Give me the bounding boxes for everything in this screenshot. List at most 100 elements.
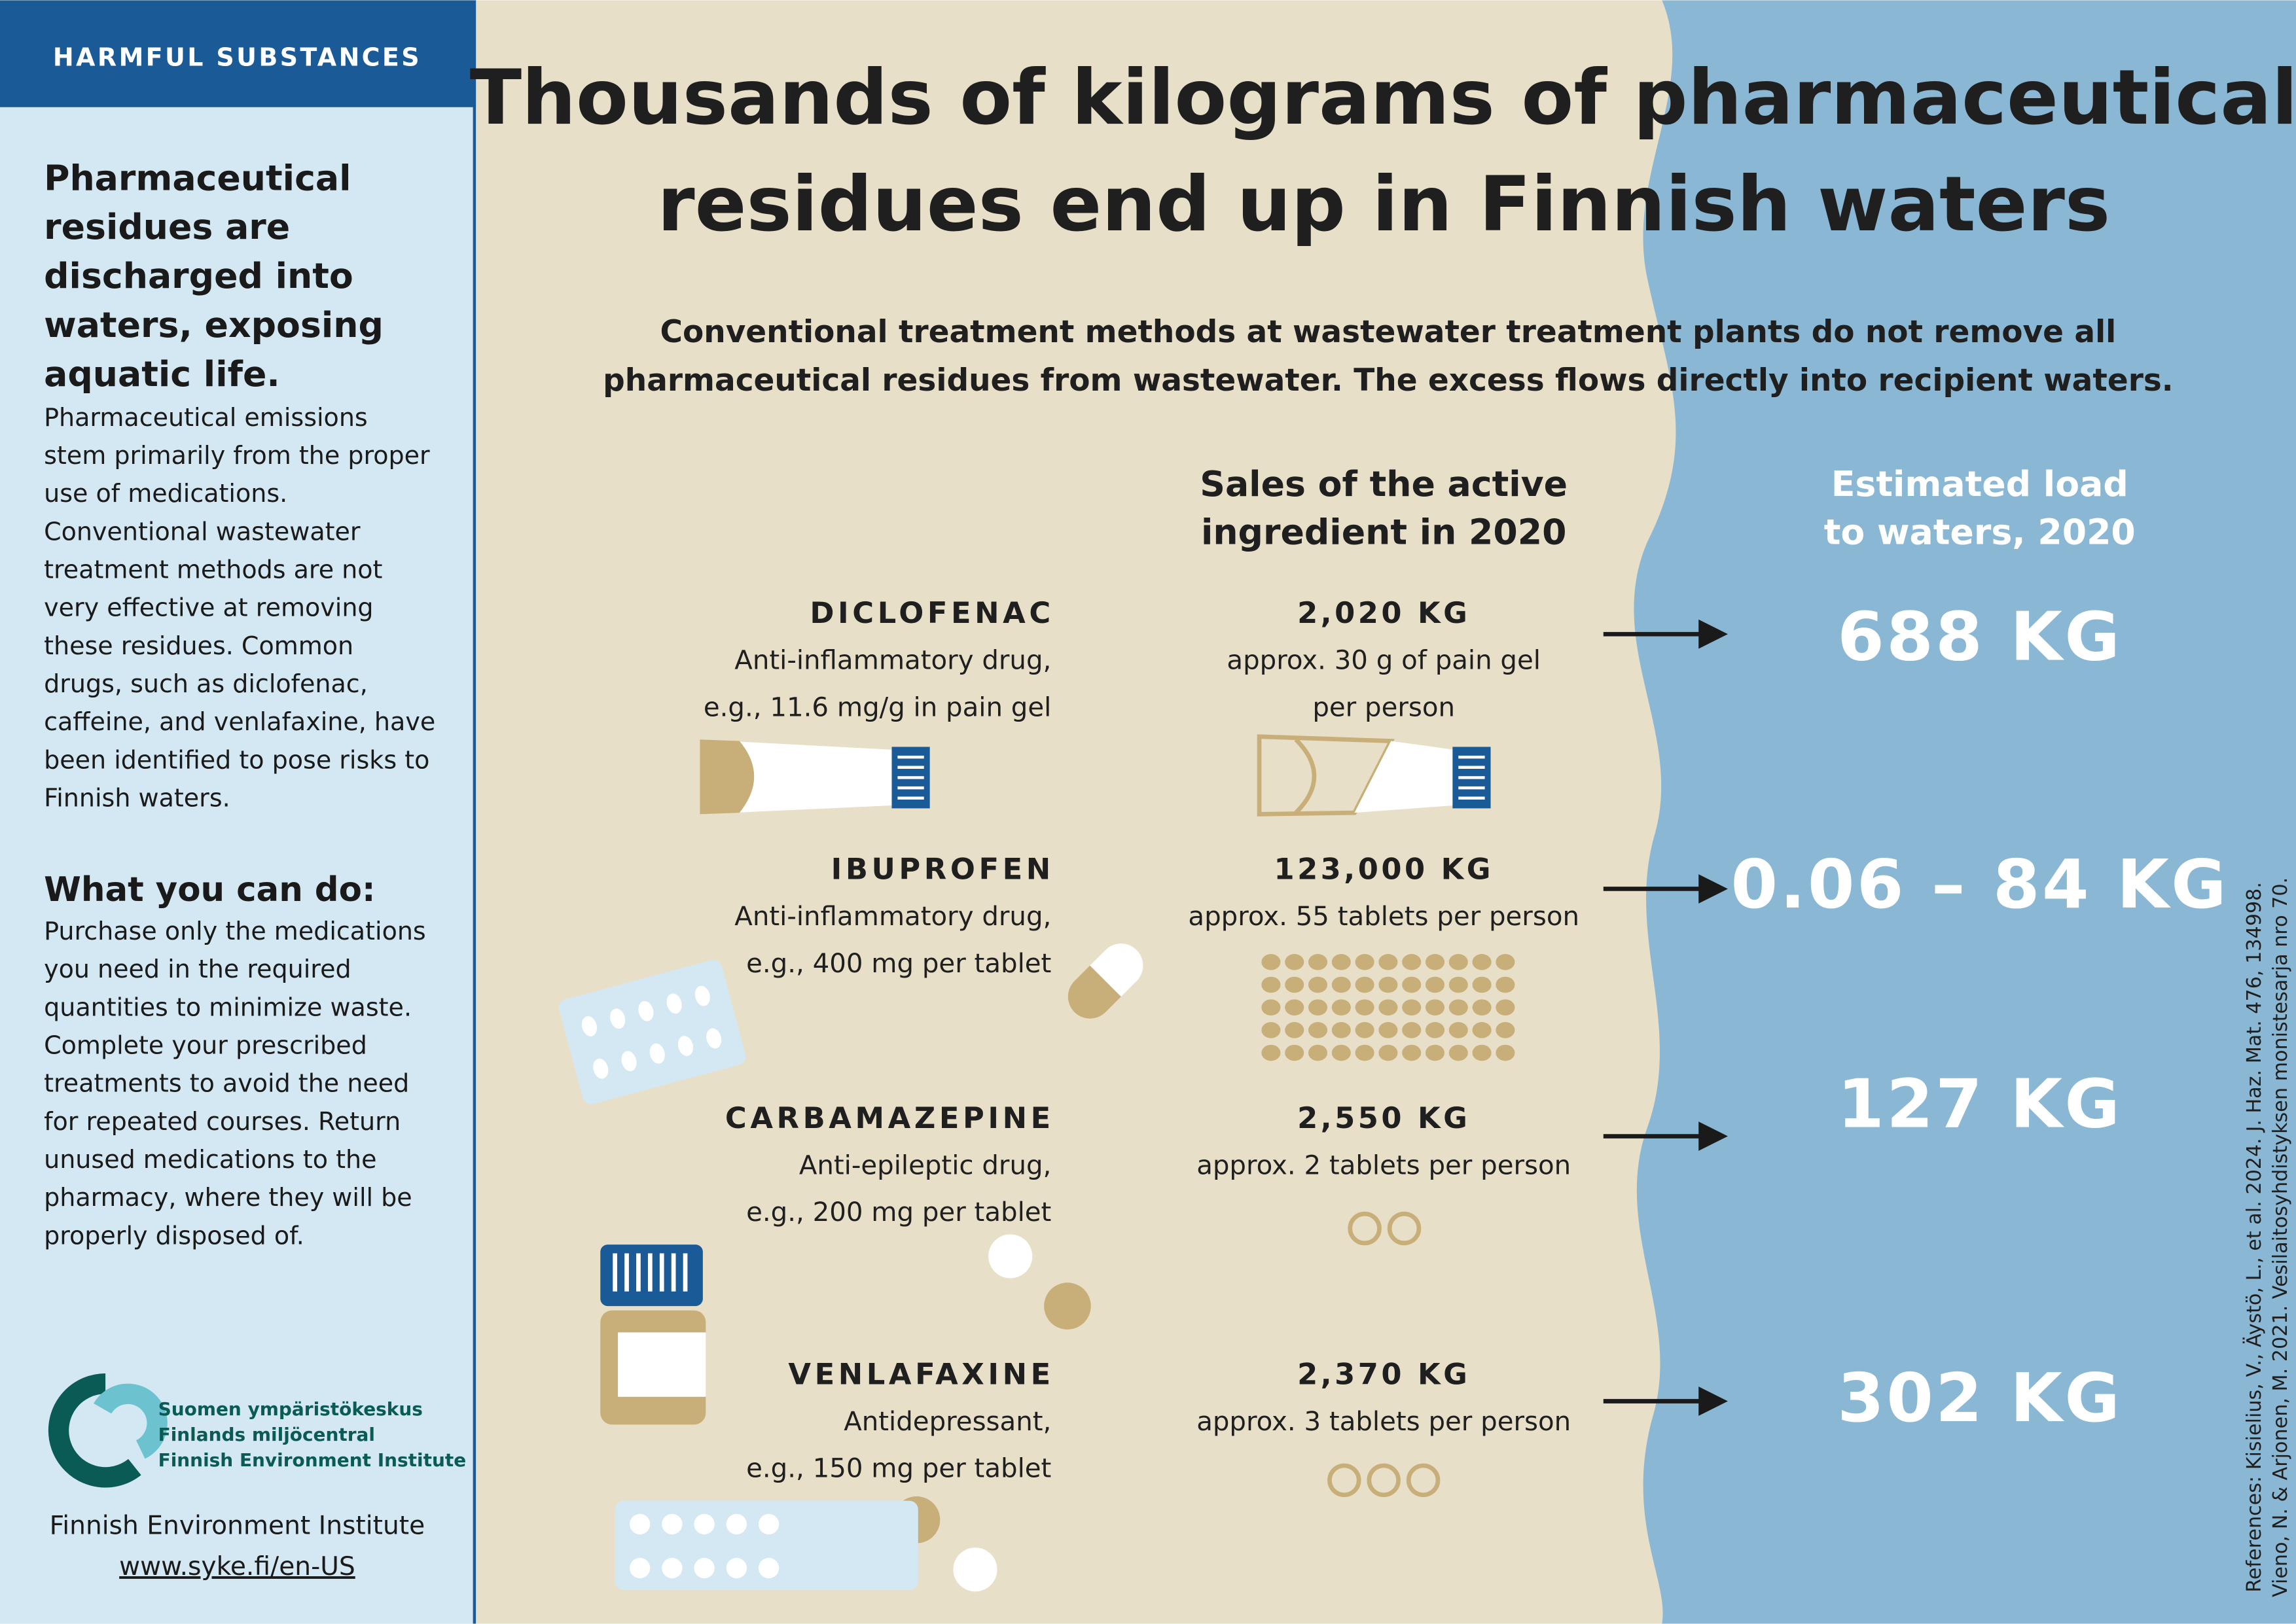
sidebar-body: very effective at removing [44, 593, 373, 622]
sidebar-heading: Pharmaceutical [44, 157, 351, 198]
logo-text: Finnish Environment Institute [158, 1449, 467, 1471]
institute: Finnish Environment Institute [50, 1511, 425, 1540]
column-header: Sales of the active [1200, 463, 1568, 504]
tablet [1261, 954, 1281, 970]
tablet [1285, 976, 1304, 993]
tablet [1285, 999, 1304, 1015]
tablet [1472, 1022, 1492, 1038]
tablet [1261, 976, 1281, 993]
action-body: pharmacy, where they will be [44, 1183, 412, 1212]
tablet [1448, 1022, 1468, 1038]
tablet [1331, 1022, 1351, 1038]
sidebar-body: caffeine, and venlafaxine, have [44, 707, 435, 736]
tablet [1402, 976, 1422, 993]
tablet [1425, 976, 1445, 993]
bottle [600, 1244, 706, 1425]
water [1634, 0, 2296, 1624]
tablet [1378, 976, 1398, 993]
subtitle: pharmaceutical residues from wastewater.… [603, 362, 2174, 398]
sales-note: approx. 55 tablets per person [1188, 902, 1579, 932]
sidebar-body: Finnish waters. [44, 783, 230, 812]
column-header: ingredient in 2020 [1201, 512, 1567, 553]
tablet [1472, 1044, 1492, 1061]
sidebar-heading: aquatic life. [44, 353, 280, 395]
arrow-head [1698, 1386, 1728, 1416]
capsule [1067, 944, 1143, 1019]
sidebar-heading: discharged into [44, 255, 353, 296]
action-body: quantities to minimize waste. [44, 993, 412, 1021]
tablet [1331, 976, 1351, 993]
action-body: treatments to avoid the need [44, 1069, 409, 1098]
tablet [1355, 1044, 1374, 1061]
tablet [1402, 999, 1422, 1015]
drug-load: 0.06 – 84 KG [1731, 845, 2229, 924]
drug-sales: 2,370 KG [1297, 1356, 1470, 1391]
sidebar [0, 0, 476, 1624]
tablet [1331, 954, 1351, 970]
tablet [1496, 999, 1515, 1015]
tablet [1261, 1044, 1281, 1061]
tablet [1378, 1044, 1398, 1061]
logo-text: Finlands miljöcentral [158, 1424, 375, 1445]
gel-tube-2 [1257, 734, 1491, 817]
drug-load: 688 KG [1837, 598, 2122, 677]
sidebar-tag: HARMFUL SUBSTANCES [53, 43, 422, 71]
pill [988, 1234, 1033, 1279]
tablet [1378, 954, 1398, 970]
sales-note: approx. 3 tablets per person [1196, 1407, 1571, 1437]
tablet [1331, 999, 1351, 1015]
title: residues end up in Finnish waters [657, 160, 2110, 249]
blister-pack-1 [558, 960, 746, 1104]
tablet [1472, 954, 1492, 970]
sales-note: approx. 30 g of pain gel [1227, 646, 1541, 676]
url[interactable]: www.syke.fi/en-US [119, 1552, 355, 1581]
reference: Vieno, N. & Arjonen, M. 2021. Vesilaitos… [2269, 877, 2292, 1597]
sidebar-body: Conventional wastewater [44, 517, 361, 546]
column-header: Estimated load [1831, 463, 2128, 504]
tablet [1496, 976, 1515, 993]
arrow-head [1698, 1121, 1728, 1151]
tablet [1472, 976, 1492, 993]
drug-name: IBUPROFEN [831, 852, 1054, 887]
tablet [1308, 954, 1328, 970]
drug-name: DICLOFENAC [810, 595, 1054, 630]
drug-description: Anti-inflammatory drug, [734, 646, 1051, 676]
sidebar-body: drugs, such as diclofenac, [44, 669, 368, 698]
tablet [1425, 1022, 1445, 1038]
sidebar-body: these residues. Common [44, 631, 353, 660]
tablet [1285, 1044, 1304, 1061]
drug-load: 127 KG [1837, 1065, 2122, 1143]
pill [953, 1547, 997, 1592]
sidebar-body: been identified to pose risks to [44, 745, 429, 774]
tablet-grid [1261, 954, 1515, 1061]
tablet [1331, 1044, 1351, 1061]
drug-description: Antidepressant, [844, 1407, 1051, 1437]
tablet [1308, 976, 1328, 993]
drug-description: e.g., 200 mg per tablet [746, 1197, 1051, 1227]
tablet [1378, 999, 1398, 1015]
tablet [1355, 954, 1374, 970]
sidebar-body: treatment methods are not [44, 555, 382, 584]
action-body: Purchase only the medications [44, 917, 426, 945]
tablet [1448, 976, 1468, 993]
sidebar-body: use of medications. [44, 479, 287, 508]
sales-note: per person [1312, 692, 1455, 722]
logo-arc [48, 1373, 141, 1488]
drug-description: Anti-epileptic drug, [799, 1151, 1052, 1181]
tablet-outlines [1327, 1211, 1441, 1498]
drug-sales: 123,000 KG [1274, 852, 1493, 887]
tablet [1496, 1022, 1515, 1038]
tablet [1425, 954, 1445, 970]
blister-pack-2 [615, 1500, 918, 1591]
drug-description: e.g., 150 mg per tablet [746, 1454, 1051, 1484]
tablet [1355, 999, 1374, 1015]
drug-name: CARBAMAZEPINE [725, 1101, 1054, 1135]
tablet [1448, 954, 1468, 970]
pill [1044, 1282, 1091, 1330]
tablet [1425, 999, 1445, 1015]
tablet [1261, 1022, 1281, 1038]
tablet [1308, 1022, 1328, 1038]
drug-sales: 2,550 KG [1297, 1101, 1470, 1135]
